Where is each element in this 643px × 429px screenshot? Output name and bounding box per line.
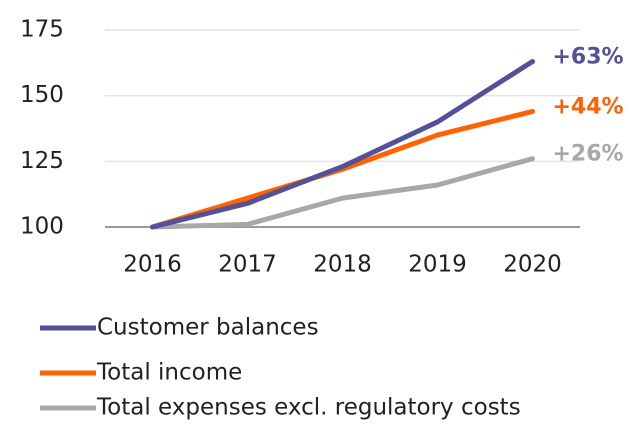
legend-label: Total income [96,360,242,386]
series-line [150,156,535,230]
end-label: +44% [553,94,624,119]
end-label: +63% [553,45,624,70]
x-tick-label: 2017 [218,252,277,278]
x-tick-label: 2016 [123,252,182,278]
y-tick-label: 175 [20,17,64,43]
x-tick-label: 2018 [313,252,372,278]
y-tick-label: 150 [20,82,64,108]
x-tick-label: 2019 [408,252,467,278]
x-tick-label: 2020 [503,252,562,278]
legend-label: Total expenses excl. regulatory costs [96,395,521,421]
legend-label: Customer balances [97,315,319,341]
end-label: +26% [553,142,624,167]
y-tick-label: 100 [20,214,64,240]
y-tick-label: 125 [20,148,64,174]
series-line [150,59,535,230]
